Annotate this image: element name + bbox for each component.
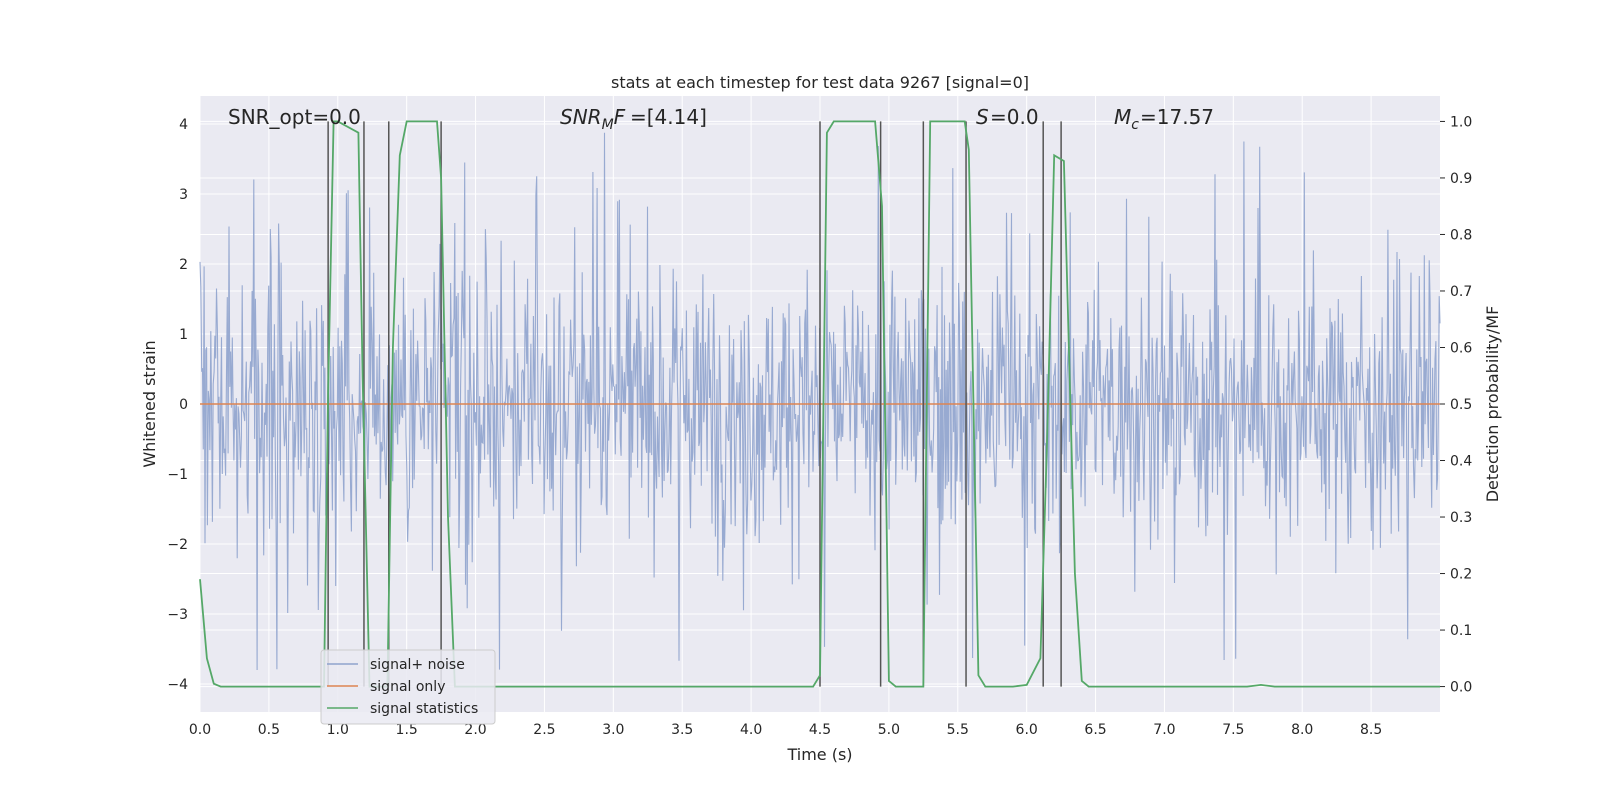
y-axis-label: Whitened strain xyxy=(140,340,159,467)
x-tick-label: 4.5 xyxy=(809,722,831,738)
x-tick-label: 2.0 xyxy=(464,722,486,738)
y-tick-label: −4 xyxy=(167,677,188,693)
x-tick-label: 1.0 xyxy=(327,722,349,738)
ticks: 0.0 0.5 1.0 1.5 2.0 2.5 3.0 3.5 4.0 4.5 5.0 5.5 6.0 6… xyxy=(167,114,1472,738)
x-tick-label: 3.0 xyxy=(602,722,624,738)
y2-tick-label: 0.9 xyxy=(1450,171,1472,187)
y-tick-label: −2 xyxy=(167,537,188,553)
x-tick-label: 6.5 xyxy=(1084,722,1106,738)
x-tick-label: 2.5 xyxy=(533,722,555,738)
legend-box xyxy=(320,649,496,725)
x-tick-label: 8.0 xyxy=(1291,722,1313,738)
y-tick-label: 0 xyxy=(179,397,188,413)
annotation-snr-mf-value: =[4.14] xyxy=(630,105,707,129)
legend-label-signal-noise: signal+ noise xyxy=(370,657,465,673)
series-signal-statistics xyxy=(199,120,1440,688)
y2-tick-label: 0.8 xyxy=(1450,227,1472,243)
y-tick-label: 1 xyxy=(179,327,188,343)
chart-title: stats at each timestep for test data 926… xyxy=(611,73,1029,92)
x-tick-label: 4.0 xyxy=(740,722,762,738)
x-axis-label: Time (s) xyxy=(786,745,852,764)
legend-label-signal-only: signal only xyxy=(370,679,445,695)
x-tick-label: 1.5 xyxy=(396,722,418,738)
legend-label-signal-statistics: signal statistics xyxy=(370,701,478,717)
y2-tick-label: 0.4 xyxy=(1450,454,1472,470)
x-tick-label: 5.0 xyxy=(878,722,900,738)
y2-tick-label: 0.2 xyxy=(1450,567,1472,583)
x-tick-label: 7.5 xyxy=(1222,722,1244,738)
y2-tick-label: 0.7 xyxy=(1450,284,1472,300)
y-tick-label: 2 xyxy=(179,257,188,273)
annotation-snr-mf-label: SNRMF xyxy=(560,105,626,133)
x-tick-label: 0.0 xyxy=(189,722,211,738)
x-tick-label: 3.5 xyxy=(671,722,693,738)
annotation-s-value: =0.0 xyxy=(990,105,1039,129)
y-tick-label: 3 xyxy=(179,187,188,203)
x-tick-label: 0.5 xyxy=(258,722,280,738)
y2-tick-label: 0.3 xyxy=(1450,510,1472,526)
x-tick-label: 5.5 xyxy=(947,722,969,738)
y-tick-label: 4 xyxy=(179,117,188,133)
y-tick-label: −1 xyxy=(167,467,188,483)
y2-axis-label: Detection probability/MF xyxy=(1483,306,1502,503)
annotation-mc-value: =17.57 xyxy=(1140,105,1214,129)
y2-tick-label: 0.5 xyxy=(1450,397,1472,413)
annotation-snr-opt: SNR_opt=0.0 xyxy=(228,105,361,129)
y2-tick-label: 1.0 xyxy=(1450,114,1472,130)
plot-area xyxy=(199,120,1441,688)
x-tick-label: 8.5 xyxy=(1360,722,1382,738)
legend: signal+ noise signal only signal statist… xyxy=(320,649,496,725)
y2-tick-label: 0.0 xyxy=(1450,680,1472,696)
x-tick-label: 7.0 xyxy=(1153,722,1175,738)
x-tick-label: 6.0 xyxy=(1016,722,1038,738)
y-tick-label: −3 xyxy=(167,607,188,623)
y2-tick-label: 0.1 xyxy=(1450,623,1472,639)
y2-tick-label: 0.6 xyxy=(1450,340,1472,356)
annotation-s-label: S xyxy=(976,105,989,129)
annotation-mc-label: Mc xyxy=(1114,105,1139,133)
